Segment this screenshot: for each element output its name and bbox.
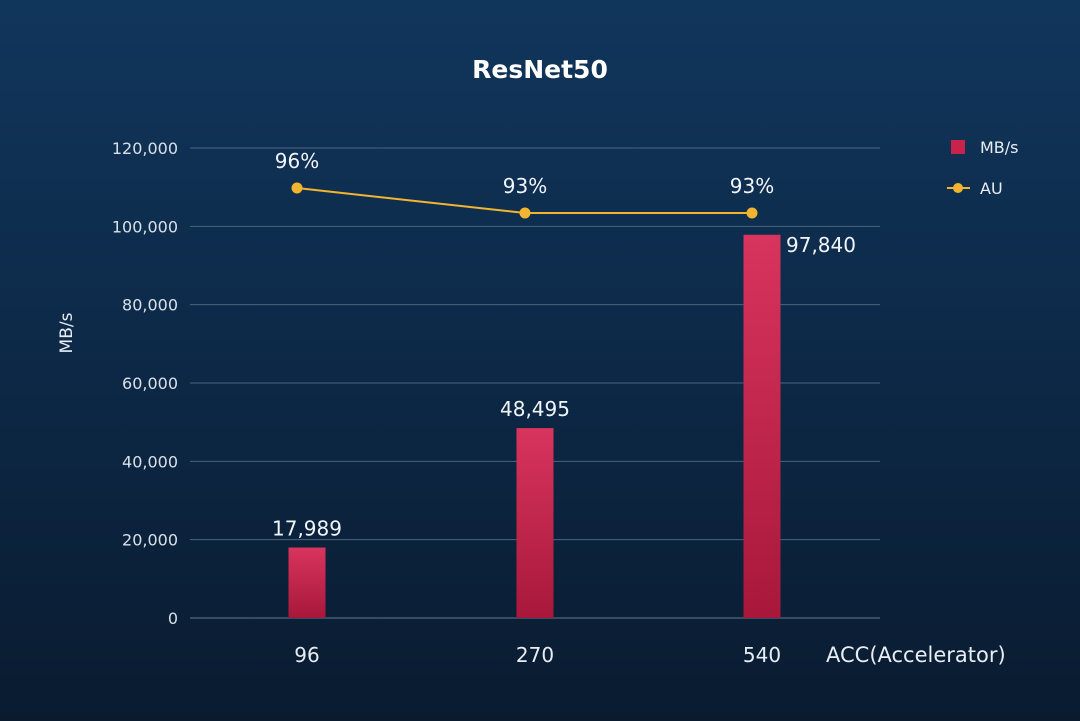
x-axis-label: ACC(Accelerator) — [826, 643, 1006, 667]
y-tick-label: 20,000 — [122, 531, 178, 550]
y-tick-label: 60,000 — [122, 374, 178, 393]
y-tick-label: 0 — [168, 609, 178, 628]
line-series: 96% 93% 93% — [275, 149, 774, 219]
y-tick-label: 40,000 — [122, 452, 178, 471]
x-tick-label: 96 — [294, 643, 319, 667]
x-axis-ticks: 96 270 540 — [294, 643, 781, 667]
y-axis-ticks: 0 20,000 40,000 60,000 80,000 100,000 120,000 — [112, 139, 178, 628]
legend-label-bar: MB/s — [980, 138, 1019, 157]
legend-swatch-bar — [951, 140, 965, 154]
au-point — [291, 182, 303, 194]
au-data-label: 93% — [730, 174, 774, 198]
bar-series: 17,989 48,495 97,840 — [272, 233, 856, 618]
bar-data-label: 17,989 — [272, 517, 342, 541]
bar-data-label: 48,495 — [500, 397, 570, 421]
legend-label-au: AU — [980, 179, 1003, 198]
y-tick-label: 120,000 — [112, 139, 178, 158]
au-point — [519, 207, 531, 219]
chart-title: ResNet50 — [472, 55, 608, 84]
legend-marker-au — [953, 183, 963, 193]
bar-data-label: 97,840 — [786, 233, 856, 257]
y-axis-label: MB/s — [57, 312, 77, 353]
x-tick-label: 270 — [516, 643, 554, 667]
au-data-label: 93% — [503, 174, 547, 198]
au-data-label: 96% — [275, 149, 319, 173]
x-tick-label: 540 — [743, 643, 781, 667]
legend: MB/s AU — [947, 138, 1019, 198]
y-tick-label: 100,000 — [112, 217, 178, 236]
y-tick-label: 80,000 — [122, 296, 178, 315]
au-point — [746, 207, 758, 219]
bar — [516, 428, 554, 618]
bar — [743, 234, 781, 618]
bar — [288, 547, 326, 618]
